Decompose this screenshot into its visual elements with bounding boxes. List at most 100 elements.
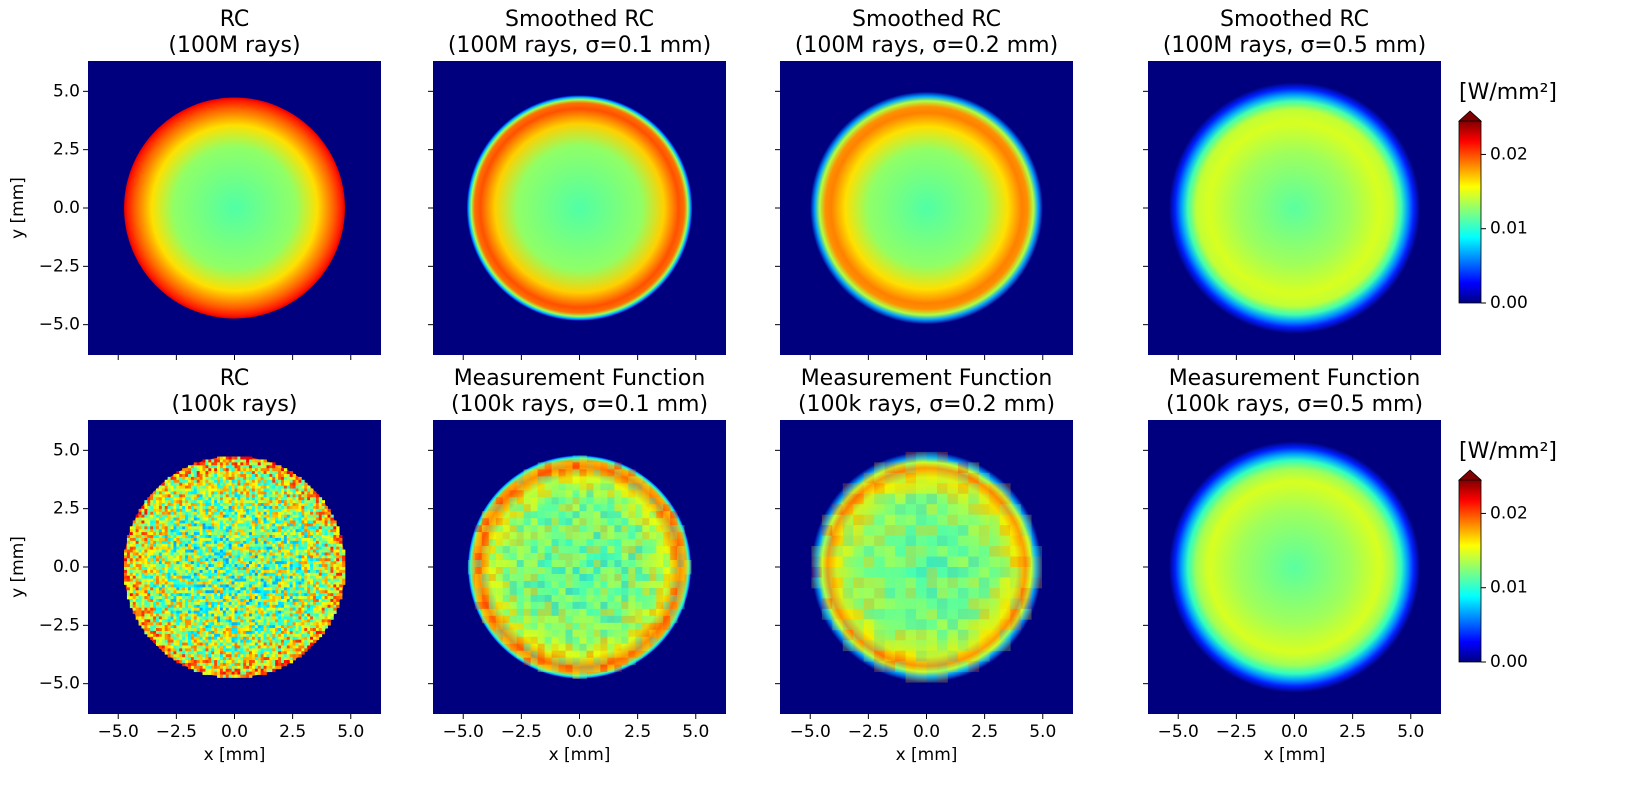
heatmap-cell bbox=[289, 657, 294, 661]
heatmap-cell bbox=[249, 532, 253, 536]
heatmap-cell bbox=[260, 581, 264, 585]
heatmap-cell bbox=[141, 619, 145, 623]
heatmap-cell bbox=[307, 619, 311, 623]
heatmap-cell bbox=[225, 651, 230, 655]
heatmap-cell bbox=[225, 604, 230, 609]
heatmap-cell bbox=[193, 500, 198, 504]
heatmap-cell bbox=[164, 546, 169, 550]
heatmap-cell bbox=[176, 505, 180, 510]
heatmap-cell bbox=[249, 473, 253, 478]
heatmap-cell bbox=[217, 665, 221, 670]
heatmap-cell bbox=[330, 537, 334, 542]
heatmap-cell bbox=[281, 491, 285, 495]
heatmap-cell bbox=[158, 590, 163, 594]
heatmap-cell bbox=[164, 494, 169, 498]
heatmap-cell bbox=[222, 532, 227, 536]
heatmap-cell bbox=[298, 476, 302, 481]
heatmap-cell bbox=[228, 561, 232, 565]
heatmap-cell bbox=[141, 543, 145, 548]
heatmap-cell bbox=[193, 596, 198, 600]
heatmap-cell bbox=[190, 662, 195, 667]
heatmap-cell bbox=[254, 471, 259, 475]
heatmap-cell bbox=[257, 485, 262, 489]
heatmap-cell bbox=[144, 517, 148, 521]
heatmap-cell bbox=[199, 607, 203, 612]
heatmap-cell bbox=[327, 529, 331, 533]
heatmap-cell bbox=[156, 630, 160, 635]
heatmap-cell bbox=[289, 508, 294, 513]
heatmap-cell bbox=[217, 561, 221, 565]
heatmap-cell bbox=[126, 593, 131, 597]
heatmap-cell bbox=[246, 642, 250, 646]
heatmap-cell bbox=[523, 636, 532, 645]
heatmap-cell bbox=[254, 549, 259, 553]
heatmap-cell bbox=[170, 590, 174, 594]
heatmap-cell bbox=[240, 543, 244, 548]
heatmap-cell bbox=[150, 517, 154, 521]
panel-title: Smoothed RC bbox=[505, 7, 654, 32]
heatmap-cell bbox=[217, 540, 221, 545]
heatmap-cell bbox=[173, 555, 177, 559]
heatmap-cell bbox=[219, 575, 224, 580]
heatmap-cell bbox=[283, 584, 288, 588]
heatmap-cell bbox=[301, 494, 305, 498]
heatmap-cell bbox=[307, 511, 311, 516]
heatmap-cell bbox=[240, 636, 244, 641]
heatmap-cell bbox=[176, 491, 180, 495]
heatmap-cell bbox=[217, 471, 221, 475]
heatmap-cell bbox=[327, 511, 331, 516]
heatmap-cell bbox=[565, 567, 573, 575]
heatmap-cell bbox=[132, 564, 137, 568]
heatmap-cell bbox=[286, 604, 291, 609]
heatmap-cell bbox=[246, 654, 250, 658]
heatmap-cell bbox=[298, 537, 302, 542]
heatmap-cell bbox=[153, 497, 157, 501]
heatmap-cell bbox=[182, 648, 186, 652]
heatmap-cell bbox=[257, 601, 262, 606]
heatmap-cell bbox=[240, 598, 244, 603]
heatmap-cell bbox=[199, 540, 203, 545]
heatmap-cell bbox=[333, 607, 337, 612]
heatmap-cell bbox=[179, 503, 183, 507]
heatmap-cell bbox=[147, 581, 151, 585]
heatmap-cell bbox=[167, 558, 171, 562]
heatmap-cell bbox=[144, 616, 148, 620]
heatmap-cell bbox=[138, 598, 142, 603]
heatmap-cell bbox=[158, 633, 163, 638]
heatmap-cell bbox=[292, 549, 296, 553]
heatmap-cell bbox=[278, 645, 282, 649]
heatmap-cell bbox=[185, 540, 189, 545]
heatmap-cell bbox=[234, 607, 238, 612]
heatmap-cell bbox=[185, 520, 189, 524]
heatmap-cell bbox=[214, 535, 218, 539]
heatmap-cell bbox=[190, 549, 195, 553]
heatmap-cell bbox=[286, 482, 291, 487]
heatmap-cell bbox=[301, 575, 305, 580]
heatmap-cell bbox=[251, 532, 256, 536]
heatmap-cell bbox=[307, 587, 311, 591]
heatmap-cell bbox=[205, 636, 209, 641]
heatmap-cell bbox=[495, 615, 504, 624]
heatmap-cell bbox=[298, 625, 302, 629]
heatmap-cell bbox=[243, 662, 247, 667]
heatmap-cell bbox=[339, 572, 343, 577]
heatmap-cell bbox=[272, 668, 276, 673]
heatmap-cell bbox=[234, 532, 238, 536]
heatmap-cell bbox=[249, 636, 253, 641]
heatmap-cell bbox=[219, 494, 224, 498]
heatmap-cell bbox=[126, 572, 131, 577]
heatmap-cell bbox=[179, 488, 183, 492]
heatmap-cell bbox=[205, 572, 209, 577]
heatmap-cell bbox=[193, 657, 198, 661]
heatmap-cell bbox=[147, 535, 151, 539]
heatmap-cell bbox=[205, 616, 209, 620]
heatmap-cell bbox=[190, 639, 195, 643]
heatmap-cell bbox=[251, 668, 256, 673]
heatmap-cell bbox=[266, 529, 270, 533]
heatmap-cell bbox=[254, 668, 259, 673]
heatmap-cell bbox=[205, 630, 209, 635]
heatmap-cell bbox=[251, 552, 256, 556]
heatmap-cell bbox=[327, 567, 331, 571]
heatmap-cell bbox=[211, 575, 215, 580]
heatmap-cell bbox=[254, 613, 259, 617]
